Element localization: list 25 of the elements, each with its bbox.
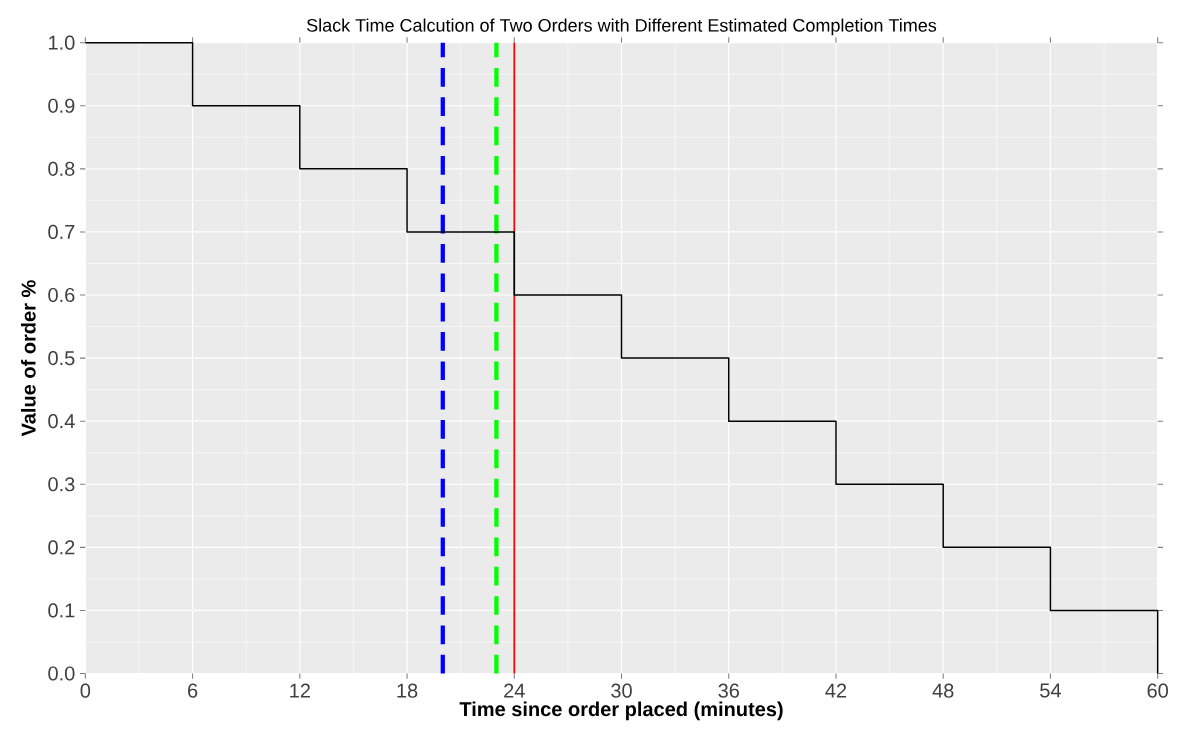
y-tick-label: 0.2 [48, 540, 75, 555]
chart-title: Slack Time Calcution of Two Orders with Different Estimated Completion Times [306, 18, 937, 36]
x-tick-label: 36 [718, 683, 739, 698]
x-axis-title: Time since order placed (minutes) [459, 701, 783, 721]
y-tick-label: 1.0 [49, 35, 75, 50]
y-tick-label: 0.5 [48, 350, 75, 366]
x-tick-label: 54 [1040, 683, 1061, 698]
y-tick-label: 0.9 [48, 98, 75, 113]
y-tick-label: 0.4 [48, 414, 75, 429]
x-tick-label: 48 [932, 683, 954, 698]
y-tick-label: 0.8 [48, 161, 75, 176]
x-tick-label: 12 [290, 683, 310, 698]
x-tick-label: 30 [611, 683, 632, 698]
y-tick-label: 0.1 [48, 603, 75, 618]
y-tick-label: 0.6 [48, 287, 75, 302]
y-axis-title: Value of order % [20, 280, 36, 437]
x-tick-label: 24 [504, 683, 525, 698]
x-tick-label: 18 [397, 683, 418, 698]
y-tick-label: 0.0 [48, 666, 75, 681]
y-tick-label: 0.7 [48, 224, 75, 239]
x-tick-label: 60 [1147, 683, 1168, 698]
x-tick-label: 0 [80, 683, 91, 698]
x-tick-label: 42 [825, 683, 847, 698]
y-tick-label: 0.3 [48, 477, 75, 492]
x-tick-label: 6 [188, 683, 198, 698]
